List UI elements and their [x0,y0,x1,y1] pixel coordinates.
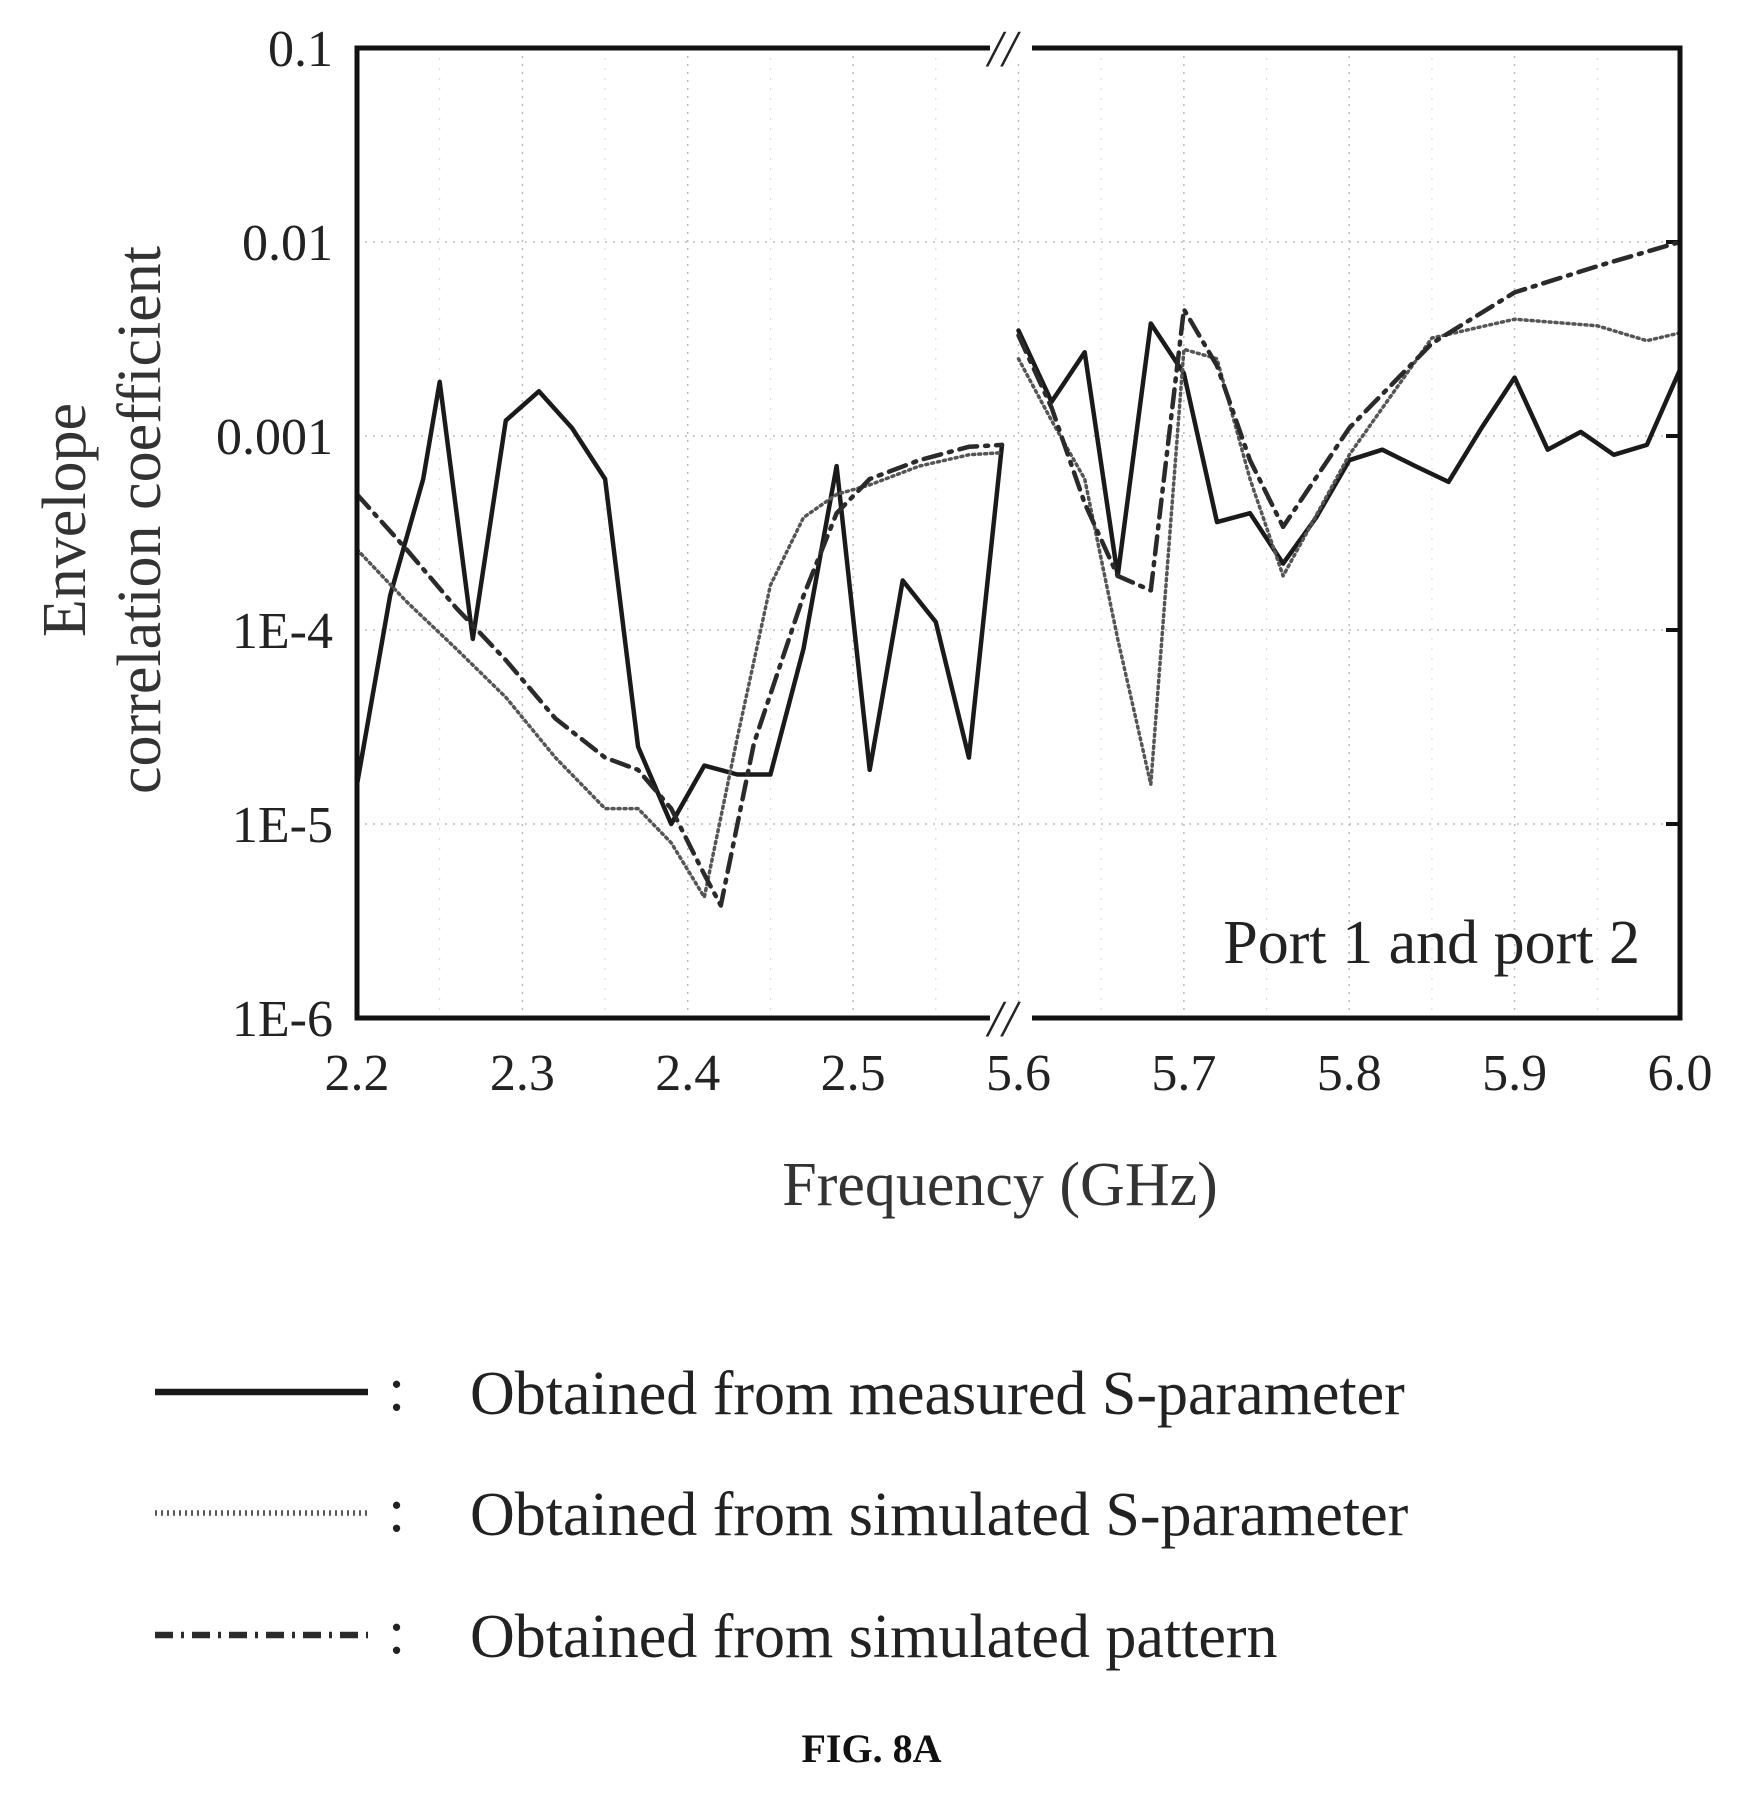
legend-colon: : [388,1599,405,1667]
legend: : Obtained from measured S-parameter: Obta… [155,1356,1409,1671]
series-line-solid-2 [1016,321,1683,579]
x-tick-label: 2.2 [325,1045,390,1102]
x-tick-label: 2.5 [821,1045,886,1102]
axis-break-bottom: // [985,991,1032,1048]
chart: // // 2.2 2.3 2.4 2.5 5.6 5.7 5.8 5.9 6.0 0.1 0.0… [31,21,1713,1671]
legend-colon: : [388,1477,405,1545]
x-tick-label: 5.7 [1151,1045,1216,1102]
series-line-dash-dot-1 [354,442,1005,908]
legend-colon: : [388,1356,405,1424]
x-tick-label: 5.8 [1317,1045,1382,1102]
series-line-dotted-1 [355,450,1004,899]
x-tick-label: 5.6 [986,1045,1051,1102]
x-axis-title: Frequency (GHz) [782,1151,1218,1219]
series-line-dotted-2 [1016,317,1682,787]
x-tick-label: 2.4 [655,1045,720,1102]
x-tick-label: 5.9 [1482,1045,1547,1102]
figure-caption: FIG. 8A [801,1726,942,1771]
y-axis-title-line-2: correlation coefficient [106,246,174,794]
y-axis-title: Envelope correlation coefficient [31,246,174,794]
y-tick-label: 1E-5 [232,797,333,854]
y-tick-label: 0.1 [268,21,333,78]
annotation: Port 1 and port 2 [1223,909,1640,977]
axis-break-bottom-mark: // [985,991,1021,1048]
series-layer [354,239,1683,908]
y-tick-label: 0.01 [242,215,333,272]
x-tick-label: 6.0 [1648,1045,1713,1102]
series-line-solid-1 [354,379,1005,827]
x-tick-labels: 2.2 2.3 2.4 2.5 5.6 5.7 5.8 5.9 6.0 [325,1045,1713,1102]
y-tick-label: 1E-6 [232,991,333,1048]
x-tick-label: 2.3 [490,1045,555,1102]
series-line-dash-dot-2 [1016,239,1683,593]
y-tick-label: 0.001 [216,409,333,466]
axis-break-top-mark: // [985,21,1021,78]
y-axis-title-line-1: Envelope [31,403,99,637]
y-tick-label: 1E-4 [232,603,333,660]
legend-label: Obtained from simulated pattern [470,1603,1277,1671]
legend-label: Obtained from simulated S-parameter [470,1481,1409,1549]
grid [356,46,1681,1020]
y-tick-labels: 0.1 0.01 0.001 1E-4 1E-5 1E-6 [216,21,333,1048]
legend-label: Obtained from measured S-parameter [470,1360,1405,1428]
axis-break-top: // [985,21,1032,78]
